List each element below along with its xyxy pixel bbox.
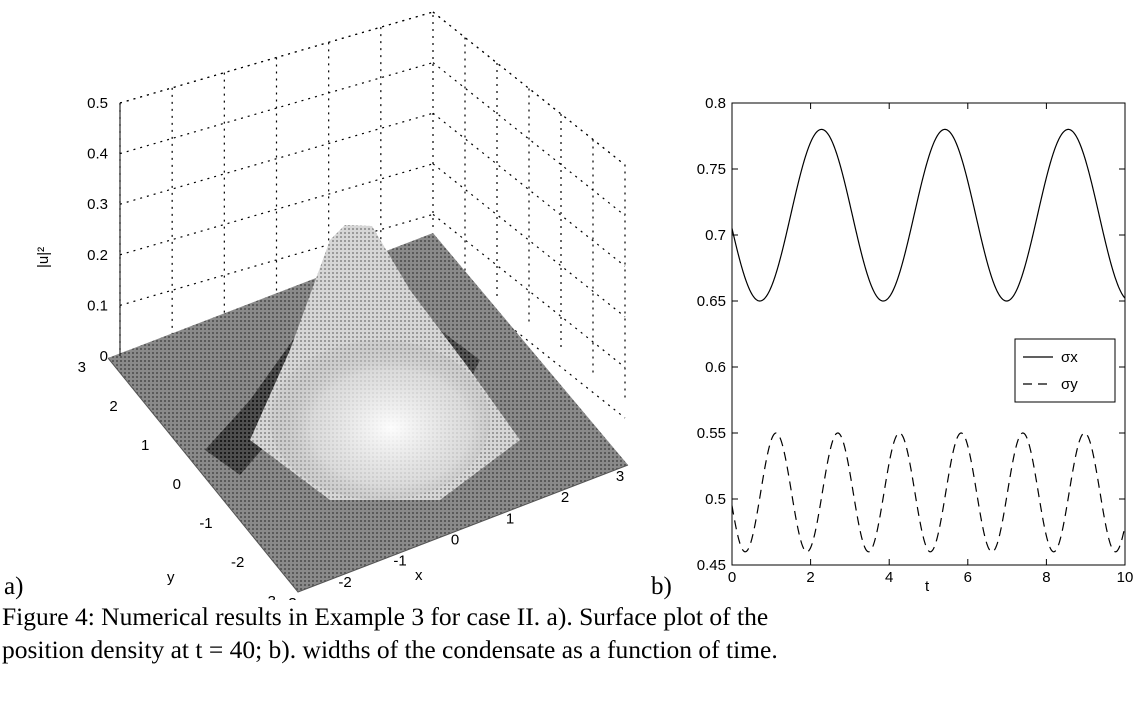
panel-b-label: b) [651,573,672,600]
x-tick-label-a: -3 [283,595,296,600]
right-wall-hline [432,112,626,267]
x-axis-label-a: x [415,567,423,584]
surface-front-edge [107,357,629,593]
x-tick-label-a: -2 [338,574,351,591]
x-tick-label-b: 4 [885,569,893,586]
x-tick-label-b: 10 [1117,569,1134,586]
x-tick-label-a: 0 [451,532,459,549]
x-tick-label-b: 8 [1042,569,1050,586]
y-tick-label-b: 0.7 [705,227,726,244]
right-wall-hline [432,163,626,318]
y-tick-label-a: 1 [141,437,149,454]
x-tick-label-a: -1 [393,553,406,570]
z-tick-label: 0 [100,348,108,365]
z-ticks: 0 0.1 0.2 0.3 0.4 0.5 [87,95,108,365]
y-tick-label-b: 0.65 [697,293,726,310]
left-wall-hline [119,112,434,205]
right-wall-hline [432,213,626,368]
x-axis-label-b: t [925,578,930,595]
legend: σx σy [1014,338,1116,403]
legend-label-sigma-y: σy [1061,376,1078,393]
legend-box [1014,338,1116,403]
y-tick-label-a: 0 [173,476,181,493]
axis-ticks-b: 0.45 0.5 0.55 0.6 0.65 0.7 0.75 0.8 0 2 4 6 8 10 [697,95,1134,586]
y-tick-label-b: 0.45 [697,557,726,574]
x-tick-label-b: 6 [964,569,972,586]
z-tick-label: 0.4 [87,146,108,163]
z-tick-label: 0.2 [87,247,108,264]
plot-frame [731,102,1126,566]
x-tick-label-b: 0 [728,569,736,586]
legend-label-sigma-x: σx [1061,349,1078,366]
x-tick-label-a: 2 [561,489,569,506]
y-tick-label-a: 2 [109,398,117,415]
y-tick-label-b: 0.6 [705,359,726,376]
z-tick-label: 0.3 [87,196,108,213]
y-tick-label-b: 0.75 [697,161,726,178]
right-wall-hline [432,264,626,419]
x-tick-label-a: 1 [506,510,514,527]
y-tick-label-b: 0.55 [697,425,726,442]
z-axis-label: |u|² [35,247,52,268]
surface-plot: 0 0.1 0.2 0.3 0.4 0.5 3 2 1 0 -1 -2 -3 -3 -2 -1 0 1 2 3 |… [35,11,629,600]
series-sigma-y-line [731,432,1126,553]
left-wall-hline [119,213,434,306]
surface-dark-left [205,300,320,475]
y-tick-label-a: -3 [263,593,276,600]
y-tick-label-b: 0.5 [705,491,726,508]
x-tick-label-a: 3 [616,468,624,485]
y-tick-label-a: -2 [231,554,244,571]
y-axis-label-a: y [167,569,175,586]
series-sigma-x-line [731,128,1126,302]
x-tick-label-b: 2 [806,569,814,586]
surface-peak-highlight [270,340,490,500]
z-tick-label: 0.1 [87,297,108,314]
caption-line-1: Figure 4: Numerical results in Example 3… [2,602,769,631]
line-plot: 0.45 0.5 0.55 0.6 0.65 0.7 0.75 0.8 0 2 4 6 8 10 t σx… [697,95,1134,595]
left-wall-hline [119,163,434,256]
y-tick-label-b: 0.8 [705,95,726,112]
y-ticks-a: 3 2 1 0 -1 -2 -3 [78,359,276,600]
x-ticks-a: -3 -2 -1 0 1 2 3 [283,468,624,600]
panel-a-label: a) [4,573,23,600]
caption-line-2: position density at t = 40; b). widths o… [2,635,778,664]
y-tick-label-a: 3 [78,359,86,376]
figure-caption: Figure 4: Numerical results in Example 3… [2,600,1132,666]
y-tick-label-a: -1 [199,515,212,532]
z-tick-label: 0.5 [87,95,108,112]
